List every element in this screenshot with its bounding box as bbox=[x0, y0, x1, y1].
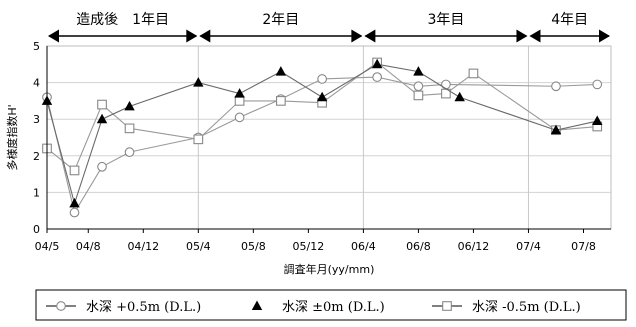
period-label: 造成後 1年目 bbox=[76, 12, 169, 28]
period-arrowhead bbox=[364, 29, 376, 43]
period-arrowhead bbox=[529, 29, 541, 43]
data-point bbox=[124, 147, 135, 157]
data-point bbox=[234, 88, 245, 98]
plot-frame bbox=[46, 45, 612, 230]
y-tick-label: 2 bbox=[33, 150, 40, 163]
period-label: 2年目 bbox=[262, 12, 299, 28]
x-tick-label: 06/4 bbox=[351, 240, 376, 253]
legend-box bbox=[35, 289, 627, 321]
data-point bbox=[316, 91, 328, 102]
x-tick-label: 07/4 bbox=[516, 240, 541, 253]
y-tick-label: 4 bbox=[33, 77, 40, 90]
legend-label: 水深 +0.5m (D.L.) bbox=[86, 300, 201, 315]
data-point bbox=[124, 100, 135, 111]
data-point bbox=[276, 96, 286, 106]
x-tick-label: 04/12 bbox=[127, 240, 159, 253]
legend-label: 水深 ±0m (D.L.) bbox=[282, 300, 385, 315]
legend-label: 水深 -0.5m (D.L.) bbox=[472, 300, 581, 315]
x-tick-label: 06/12 bbox=[458, 240, 490, 253]
period-label-bg bbox=[253, 6, 308, 30]
y-tick-label: 3 bbox=[33, 113, 40, 126]
data-point bbox=[234, 96, 245, 106]
x-tick-label: 04/5 bbox=[35, 240, 60, 253]
data-point bbox=[413, 90, 424, 101]
data-point bbox=[97, 99, 107, 110]
y-tick-label: 1 bbox=[33, 186, 40, 199]
data-point bbox=[69, 197, 80, 208]
x-tick-label: 05/4 bbox=[186, 240, 211, 253]
x-tick-label: 05/8 bbox=[241, 240, 266, 253]
x-axis-title: 調査年月(yy/mm) bbox=[284, 262, 375, 276]
legend-item: 水深 ±0m (D.L.) bbox=[251, 300, 385, 315]
period-label-bg bbox=[67, 6, 178, 30]
legend-item: 水深 -0.5m (D.L.) bbox=[432, 300, 581, 315]
period-label: 4年目 bbox=[551, 12, 588, 28]
x-tick-label: 07/8 bbox=[571, 240, 596, 253]
data-point bbox=[124, 123, 135, 134]
data-point bbox=[96, 113, 108, 124]
data-point bbox=[69, 207, 80, 218]
data-point bbox=[193, 77, 204, 87]
data-point bbox=[592, 79, 603, 90]
series-2 bbox=[41, 58, 603, 208]
data-point bbox=[97, 161, 107, 172]
data-point bbox=[69, 165, 80, 176]
period-label-bg bbox=[542, 6, 597, 30]
period-arrowhead bbox=[351, 29, 363, 43]
data-point bbox=[371, 58, 383, 69]
data-point bbox=[550, 124, 562, 135]
data-point bbox=[592, 115, 603, 126]
series-layer bbox=[41, 57, 603, 218]
x-tick-label: 06/8 bbox=[406, 240, 431, 253]
legend-item: 水深 +0.5m (D.L.) bbox=[46, 300, 201, 315]
legend: 水深 +0.5m (D.L.) 水深 ±0m (D.L.) 水深 -0.5m (D.… bbox=[35, 289, 627, 321]
data-point bbox=[372, 72, 382, 82]
period-arrowhead bbox=[599, 29, 610, 43]
period-arrowhead bbox=[48, 29, 59, 43]
data-point bbox=[193, 134, 204, 145]
period-label: 3年目 bbox=[427, 12, 464, 28]
y-tick-label: 5 bbox=[33, 40, 40, 53]
data-point bbox=[317, 74, 327, 84]
data-point bbox=[234, 112, 245, 123]
period-bar: 造成後 1年目 2年目 3年目 4年目 bbox=[48, 6, 610, 43]
y-axis-title: 多様度指数H' bbox=[5, 104, 19, 170]
data-point bbox=[454, 91, 465, 102]
data-point bbox=[551, 81, 561, 92]
axes: 0 1 2 3 4 5 04/5 04/8 04/12 05/4 05/8 05/12 06/4 06/8… bbox=[33, 40, 612, 253]
period-arrowhead bbox=[199, 29, 211, 43]
legend-marker bbox=[251, 300, 263, 310]
period-label-bg bbox=[418, 6, 473, 30]
data-point bbox=[275, 66, 287, 76]
grid bbox=[47, 45, 611, 229]
period-arrowhead bbox=[516, 29, 528, 43]
legend-marker bbox=[56, 301, 66, 311]
data-point bbox=[413, 66, 424, 76]
data-point bbox=[413, 81, 424, 92]
data-point bbox=[468, 68, 479, 79]
y-tick-label: 0 bbox=[33, 223, 40, 236]
x-tick-label: 04/8 bbox=[76, 240, 101, 253]
x-tick-label: 05/12 bbox=[293, 240, 325, 253]
period-arrowhead bbox=[186, 29, 198, 43]
legend-marker bbox=[442, 301, 452, 311]
